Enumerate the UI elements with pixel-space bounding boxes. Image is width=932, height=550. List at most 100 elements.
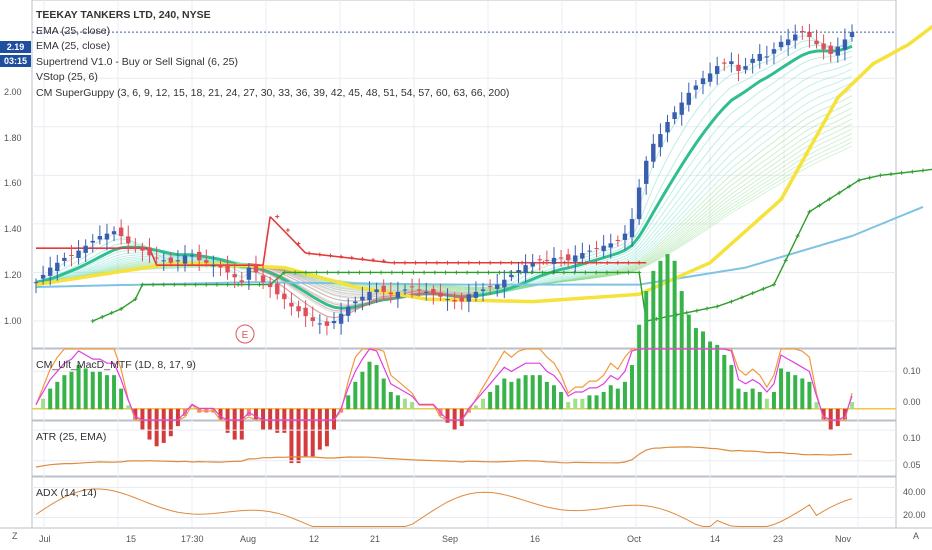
macd-histogram-bar <box>232 408 237 440</box>
macd-histogram-bar <box>764 398 769 410</box>
supertrend-cross <box>615 260 620 265</box>
vstop-cross <box>715 304 720 309</box>
vstop-cross <box>920 168 925 173</box>
vstop-cross <box>867 175 872 180</box>
candle-body <box>239 280 244 283</box>
legend-ema-1[interactable]: EMA (25, close) <box>36 24 111 37</box>
scale-mode-z-button[interactable]: Z <box>12 531 18 541</box>
pane-frame <box>31 420 897 477</box>
macd-histogram-bar <box>161 408 166 443</box>
candle-body <box>445 299 450 301</box>
legend-title: TEEKAY TANKERS LTD, 240, NYSE <box>36 9 211 21</box>
candle-body <box>807 31 812 37</box>
macd-pane-label[interactable]: CM_Ult_MacD_MTF (1D, 8, 17, 9) <box>36 359 196 371</box>
candle-body <box>565 254 571 261</box>
candle-body <box>509 274 514 278</box>
vstop-cross <box>878 173 883 178</box>
macd-histogram-bar <box>119 388 124 410</box>
macd-histogram-bar <box>104 375 109 410</box>
x-axis-label: 17:30 <box>181 534 204 544</box>
supertrend-cross <box>605 260 610 265</box>
auto-scale-button[interactable]: A <box>913 531 920 541</box>
macd-histogram-bar <box>168 408 173 437</box>
macd-histogram-bar <box>140 408 145 430</box>
vstop-cross <box>368 270 373 275</box>
macd-histogram-bar <box>381 378 386 410</box>
candle-body <box>615 239 621 241</box>
vstop-cross <box>795 234 800 239</box>
macd-histogram-bar <box>261 408 266 430</box>
supertrend-cross <box>488 260 493 265</box>
candle-body <box>111 231 117 235</box>
vstop-cross <box>90 319 95 324</box>
vstop-cross <box>604 270 609 275</box>
candle-body <box>480 289 486 291</box>
vstop-cross <box>282 270 287 275</box>
candle-body <box>431 288 436 295</box>
vstop-cross <box>454 270 459 275</box>
supertrend-cross <box>594 260 599 265</box>
candle-body <box>409 286 415 288</box>
macd-histogram-bar <box>452 408 457 430</box>
legend-vstop[interactable]: VStop (25, 6) <box>36 71 98 84</box>
candle-body <box>778 41 784 48</box>
candle-body <box>416 289 422 291</box>
macd-histogram-bar <box>566 402 571 410</box>
macd-histogram-bar <box>147 408 152 440</box>
candle-body <box>331 321 337 324</box>
macd-histogram-bar <box>672 260 677 410</box>
vstop-cross <box>133 297 138 302</box>
macd-histogram-bar <box>275 408 280 433</box>
candle-body <box>516 270 521 273</box>
atr-pane-label[interactable]: ATR (25, EMA) <box>36 431 107 443</box>
atr-tick-label: 0.10 <box>903 433 921 443</box>
candle-body <box>360 296 365 301</box>
macd-histogram-bar <box>537 375 542 410</box>
macd-histogram-bar <box>317 408 322 450</box>
macd-histogram-bar <box>417 408 422 410</box>
candle-body <box>97 236 103 240</box>
supertrend-cross <box>392 260 397 265</box>
legend-superguppy[interactable]: CM SuperGuppy (3, 6, 9, 12, 15, 18, 21, … <box>36 86 510 99</box>
candle-body <box>126 236 131 244</box>
vstop-cross <box>204 282 209 287</box>
macd-histogram-bar <box>573 398 578 410</box>
macd-histogram-bar <box>410 402 415 410</box>
vstop-cross <box>583 270 588 275</box>
macd-histogram-bar <box>516 378 521 410</box>
macd-histogram-bar <box>41 398 46 410</box>
macd-histogram-bar <box>502 378 507 410</box>
candle-body <box>402 289 408 291</box>
supertrend-cross <box>509 260 514 265</box>
legend-ema-2[interactable]: EMA (25, close) <box>36 40 111 53</box>
macd-histogram-bar <box>90 371 95 410</box>
macd-histogram-bar <box>395 395 400 410</box>
candle-body <box>729 61 734 65</box>
adx-pane-label[interactable]: ADX (14, 14) <box>36 487 97 499</box>
candle-body <box>367 291 372 301</box>
candle-body <box>218 264 223 268</box>
supertrend-cross <box>562 260 567 265</box>
atr-line <box>35 446 853 468</box>
supertrend-cross <box>317 252 322 257</box>
x-axis-label: 12 <box>309 534 320 544</box>
candle-body <box>47 267 53 276</box>
vstop-cross <box>626 270 631 275</box>
macd-histogram-bar <box>324 408 329 447</box>
candle-body <box>601 245 606 252</box>
price-tick-label: 2.00 <box>4 87 22 97</box>
macd-histogram-bar <box>55 381 60 410</box>
vstop-cross <box>486 270 491 275</box>
candle-body <box>76 250 81 259</box>
vstop-cross <box>684 310 689 315</box>
supertrend-cross <box>349 255 354 260</box>
countdown-badge: 03:15 <box>0 55 31 67</box>
guppy-line <box>35 133 853 289</box>
candle-body <box>629 219 635 238</box>
vstop-segment <box>134 284 144 300</box>
vstop-cross <box>314 270 319 275</box>
macd-histogram-bar <box>615 388 620 410</box>
supertrend-cross <box>371 257 376 262</box>
legend-supertrend[interactable]: Supertrend V1.0 - Buy or Sell Signal (6,… <box>36 55 238 68</box>
